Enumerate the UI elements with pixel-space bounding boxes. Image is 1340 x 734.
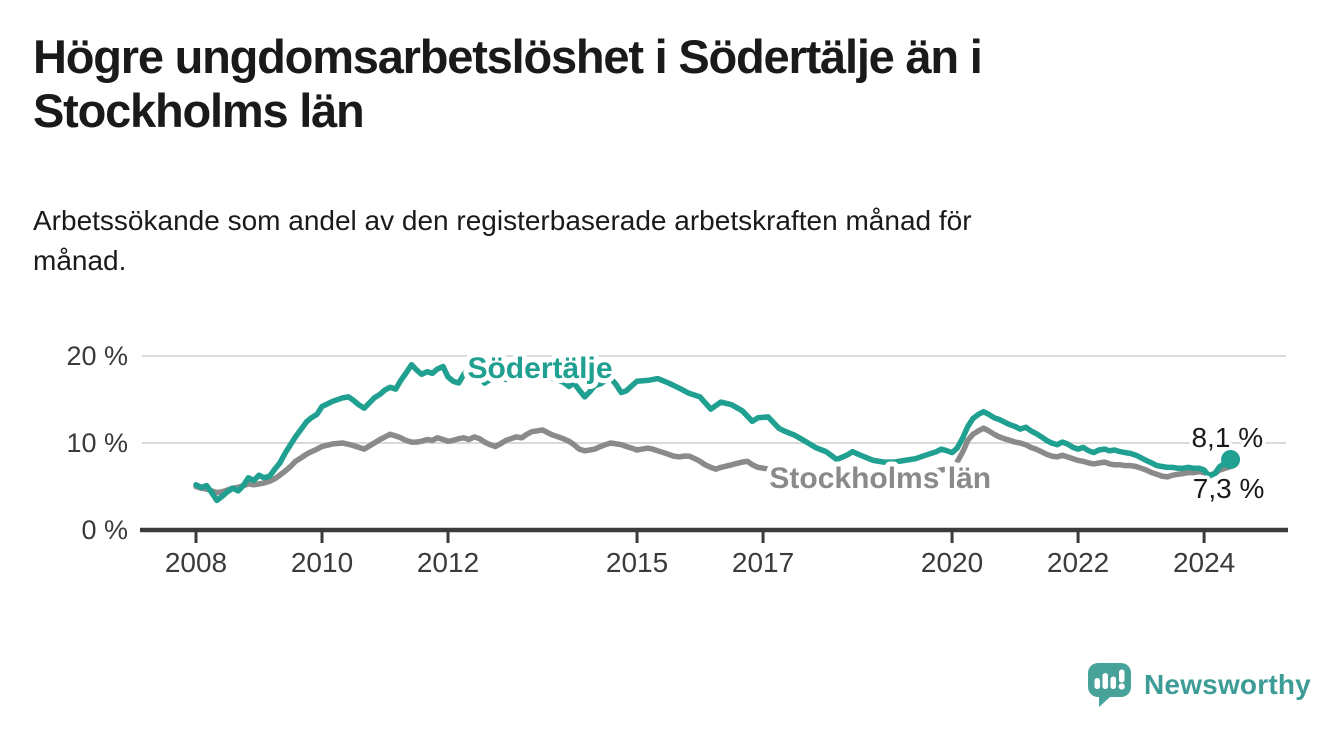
newsworthy-logo-text: Newsworthy	[1144, 669, 1311, 700]
series-line-stockholms-län	[193, 425, 1234, 496]
series-line-södertälje	[193, 361, 1234, 504]
line-chart: 2008 2010 2012 2015 2017 2020 2022 2024 0 % 10 % 2…	[66, 341, 1288, 578]
x-tick-label-2012: 2012	[417, 547, 479, 578]
end-value-label-0: 8,1 %	[1191, 422, 1263, 453]
newsworthy-logo-icon	[1088, 663, 1131, 707]
series-label-stockholms-län: Stockholms län	[769, 462, 991, 495]
x-tick-label-2017: 2017	[732, 547, 794, 578]
y-tick-label-10: 10 %	[66, 428, 128, 458]
end-value-label-1: 7,3 %	[1193, 473, 1265, 504]
chart-subtitle-line1: Arbetssökande som andel av den registerb…	[33, 205, 972, 236]
x-tick-label-2024: 2024	[1173, 547, 1235, 578]
page-title-line1: Högre ungdomsarbetslöshet i Södertälje ä…	[33, 30, 983, 83]
chart-subtitle-line2: månad.	[33, 245, 127, 276]
bar-chart-icon	[1094, 669, 1125, 690]
x-tick-label-2015: 2015	[606, 547, 668, 578]
y-tick-label-0: 0 %	[81, 515, 128, 545]
x-tick-label-2022: 2022	[1047, 547, 1109, 578]
x-tick-label-2020: 2020	[921, 547, 983, 578]
y-tick-label-20: 20 %	[66, 341, 128, 371]
latest-value-dot	[1221, 450, 1241, 470]
x-tick-label-2010: 2010	[291, 547, 353, 578]
newsworthy-logo: Newsworthy	[1086, 661, 1311, 709]
page-title-line2: Stockholms län	[33, 84, 365, 137]
chart-subtitle: Arbetssökande som andel av den registerb…	[33, 201, 1253, 281]
page-title: Högre ungdomsarbetslöshet i Södertälje ä…	[33, 30, 1273, 138]
x-tick-label-2008: 2008	[165, 547, 227, 578]
series-label-södertälje: Södertälje	[467, 352, 612, 385]
